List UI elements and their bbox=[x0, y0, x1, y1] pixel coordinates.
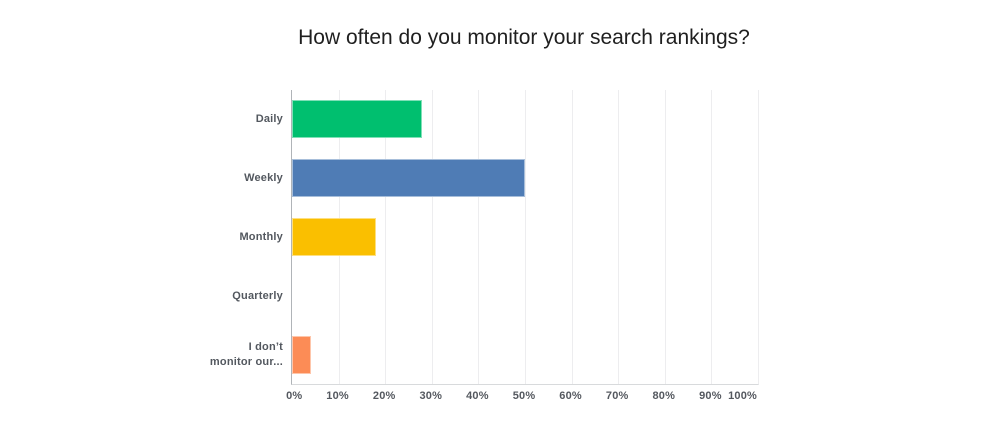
x-axis-tick-label: 100% bbox=[728, 390, 757, 402]
category-label-text: Quarterly bbox=[232, 289, 283, 302]
category-label-text: Weekly bbox=[244, 172, 283, 185]
gridline bbox=[478, 90, 480, 384]
bar-area bbox=[292, 266, 757, 325]
gridline bbox=[385, 90, 387, 384]
x-axis-tick-label: 20% bbox=[372, 390, 396, 402]
category-label-text: Daily bbox=[255, 113, 283, 126]
bar bbox=[292, 335, 311, 374]
category-label: Quarterly bbox=[0, 289, 292, 303]
bar-row: Quarterly bbox=[0, 266, 757, 325]
gridline bbox=[431, 90, 433, 384]
category-label-text: I don’t monitor our... bbox=[209, 341, 283, 368]
x-axis-tick-label: 0% bbox=[286, 390, 303, 402]
category-label: Monthly bbox=[0, 230, 292, 244]
x-axis-tick-label: 70% bbox=[605, 390, 629, 402]
bar-area bbox=[292, 325, 757, 384]
category-label: Daily bbox=[0, 112, 292, 126]
gridline bbox=[711, 90, 713, 384]
category-label-text: Monthly bbox=[239, 230, 283, 243]
x-axis-tick-label: 90% bbox=[699, 390, 722, 402]
bar-row: Daily bbox=[0, 90, 757, 149]
category-label: I don’t monitor our... bbox=[0, 340, 292, 369]
bar bbox=[292, 159, 525, 198]
category-label: Weekly bbox=[0, 171, 292, 185]
bar-area bbox=[292, 149, 757, 208]
chart-title: How often do you monitor your search ran… bbox=[298, 26, 750, 49]
bar-area bbox=[292, 208, 757, 267]
x-axis-tick-label: 30% bbox=[419, 390, 443, 402]
gridline bbox=[525, 90, 526, 384]
x-axis-tick-label: 80% bbox=[652, 390, 676, 402]
gridline bbox=[618, 90, 620, 384]
bar-area bbox=[292, 90, 757, 149]
x-axis-tick-label: 60% bbox=[559, 390, 582, 402]
bar-rows: Daily Weekly Monthly Quarterly bbox=[0, 90, 757, 384]
gridline bbox=[571, 90, 573, 384]
bar-row: I don’t monitor our... bbox=[0, 325, 757, 384]
x-axis-tick-labels: 0% 10% 20% 30% 40% 50% 60% 70% 80% 90% 1… bbox=[286, 390, 757, 406]
x-axis-tick-label: 10% bbox=[326, 390, 349, 402]
bar bbox=[292, 100, 423, 139]
bar-row: Monthly bbox=[0, 208, 757, 267]
x-axis-tick-label: 50% bbox=[512, 390, 536, 402]
gridline bbox=[664, 90, 666, 384]
bar bbox=[292, 217, 376, 256]
x-axis-tick-label: 40% bbox=[466, 390, 489, 402]
bar-row: Weekly bbox=[0, 149, 757, 208]
